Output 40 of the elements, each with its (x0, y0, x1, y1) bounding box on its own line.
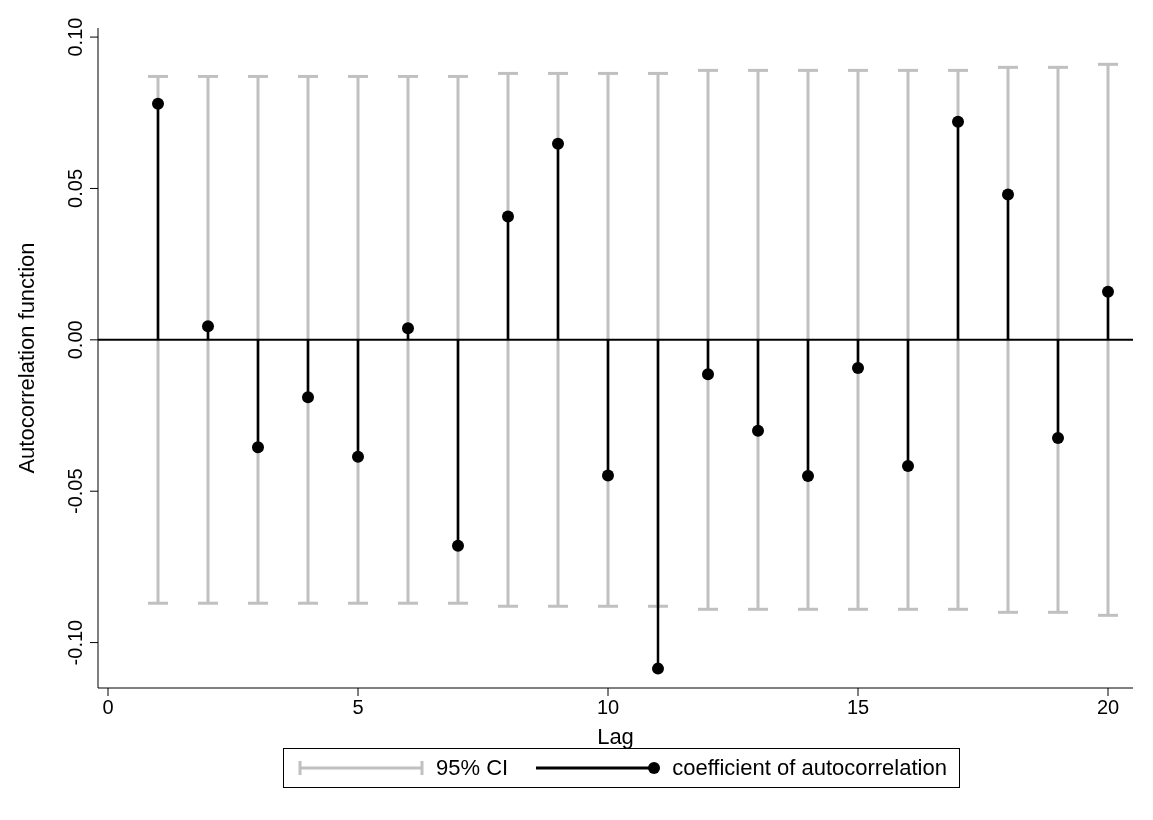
legend-label: coefficient of autocorrelation (672, 755, 947, 781)
y-tick-label: 0.00 (64, 320, 86, 360)
bar (306, 76, 310, 604)
point (752, 424, 764, 437)
point (202, 320, 214, 333)
y-tick-label: -0.10 (64, 619, 86, 666)
point (802, 470, 814, 483)
x-axis-title: Lag (597, 724, 634, 749)
point (252, 441, 264, 454)
point (1052, 431, 1064, 444)
bar (856, 70, 860, 610)
point (702, 368, 714, 381)
point (352, 450, 364, 463)
y-tick-label: 0.10 (64, 17, 86, 57)
y-tick-label: 0.05 (64, 168, 86, 208)
point (502, 210, 514, 223)
point (402, 322, 414, 335)
point (1002, 188, 1014, 201)
point (902, 460, 914, 473)
bar (206, 76, 210, 604)
y-tick-label: -0.05 (64, 468, 86, 515)
point (952, 115, 964, 128)
point (1102, 285, 1114, 298)
x-tick-label: 10 (596, 696, 620, 718)
bar (1106, 64, 1110, 616)
bar (706, 70, 710, 610)
point (152, 97, 164, 110)
x-tick-label: 20 (1096, 696, 1120, 718)
point (652, 662, 664, 675)
point (852, 361, 864, 374)
legend-label: 95% CI (436, 755, 509, 781)
point (452, 539, 464, 552)
y-axis-title: Autocorrelation function (13, 242, 39, 474)
x-tick-label: 5 (352, 696, 364, 718)
bar (406, 76, 410, 604)
point (552, 137, 564, 150)
point (602, 469, 614, 482)
point (302, 391, 314, 404)
x-tick-label: 0 (102, 696, 114, 718)
x-tick-label: 15 (846, 696, 870, 718)
